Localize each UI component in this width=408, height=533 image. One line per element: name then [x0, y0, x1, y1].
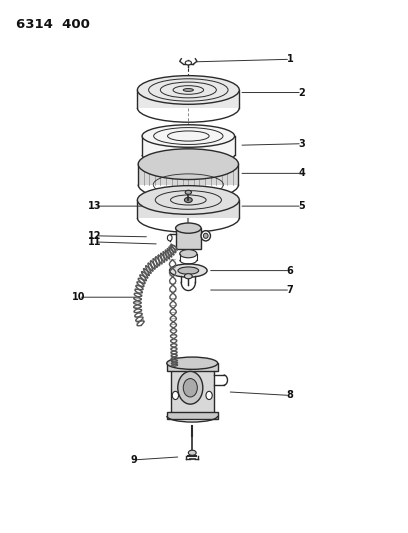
Ellipse shape	[167, 357, 218, 369]
Ellipse shape	[206, 391, 212, 400]
Ellipse shape	[167, 235, 172, 241]
Ellipse shape	[178, 267, 199, 274]
Text: 1: 1	[287, 54, 293, 64]
Text: 2: 2	[299, 87, 305, 98]
Ellipse shape	[188, 450, 196, 455]
Text: 5: 5	[299, 201, 305, 211]
Text: 4: 4	[299, 168, 305, 179]
Bar	[138, 164, 238, 184]
Text: 6314  400: 6314 400	[16, 18, 90, 31]
Ellipse shape	[178, 372, 203, 404]
Bar	[167, 363, 218, 372]
Text: 10: 10	[72, 292, 85, 302]
Text: 13: 13	[88, 201, 101, 211]
Ellipse shape	[185, 190, 191, 195]
Ellipse shape	[170, 264, 207, 277]
Ellipse shape	[185, 61, 191, 65]
Bar	[137, 90, 239, 108]
Bar	[142, 136, 235, 155]
Text: 6: 6	[287, 265, 293, 276]
Text: 11: 11	[88, 237, 101, 247]
Ellipse shape	[138, 149, 238, 180]
Text: 9: 9	[130, 455, 137, 465]
Bar	[137, 200, 239, 218]
Text: 3: 3	[299, 139, 305, 149]
Ellipse shape	[172, 391, 179, 400]
Ellipse shape	[201, 231, 211, 241]
Text: 12: 12	[88, 231, 101, 241]
Ellipse shape	[180, 249, 197, 258]
Text: 8: 8	[287, 391, 294, 400]
Bar	[171, 367, 214, 414]
Ellipse shape	[137, 76, 239, 104]
Ellipse shape	[184, 197, 192, 203]
Bar	[167, 413, 218, 419]
Ellipse shape	[137, 185, 239, 214]
Ellipse shape	[175, 223, 201, 233]
Ellipse shape	[142, 125, 235, 147]
Ellipse shape	[204, 233, 208, 238]
Text: 7: 7	[287, 285, 293, 295]
Ellipse shape	[184, 273, 192, 279]
Bar	[175, 228, 201, 248]
Ellipse shape	[183, 378, 197, 397]
Ellipse shape	[183, 88, 193, 91]
